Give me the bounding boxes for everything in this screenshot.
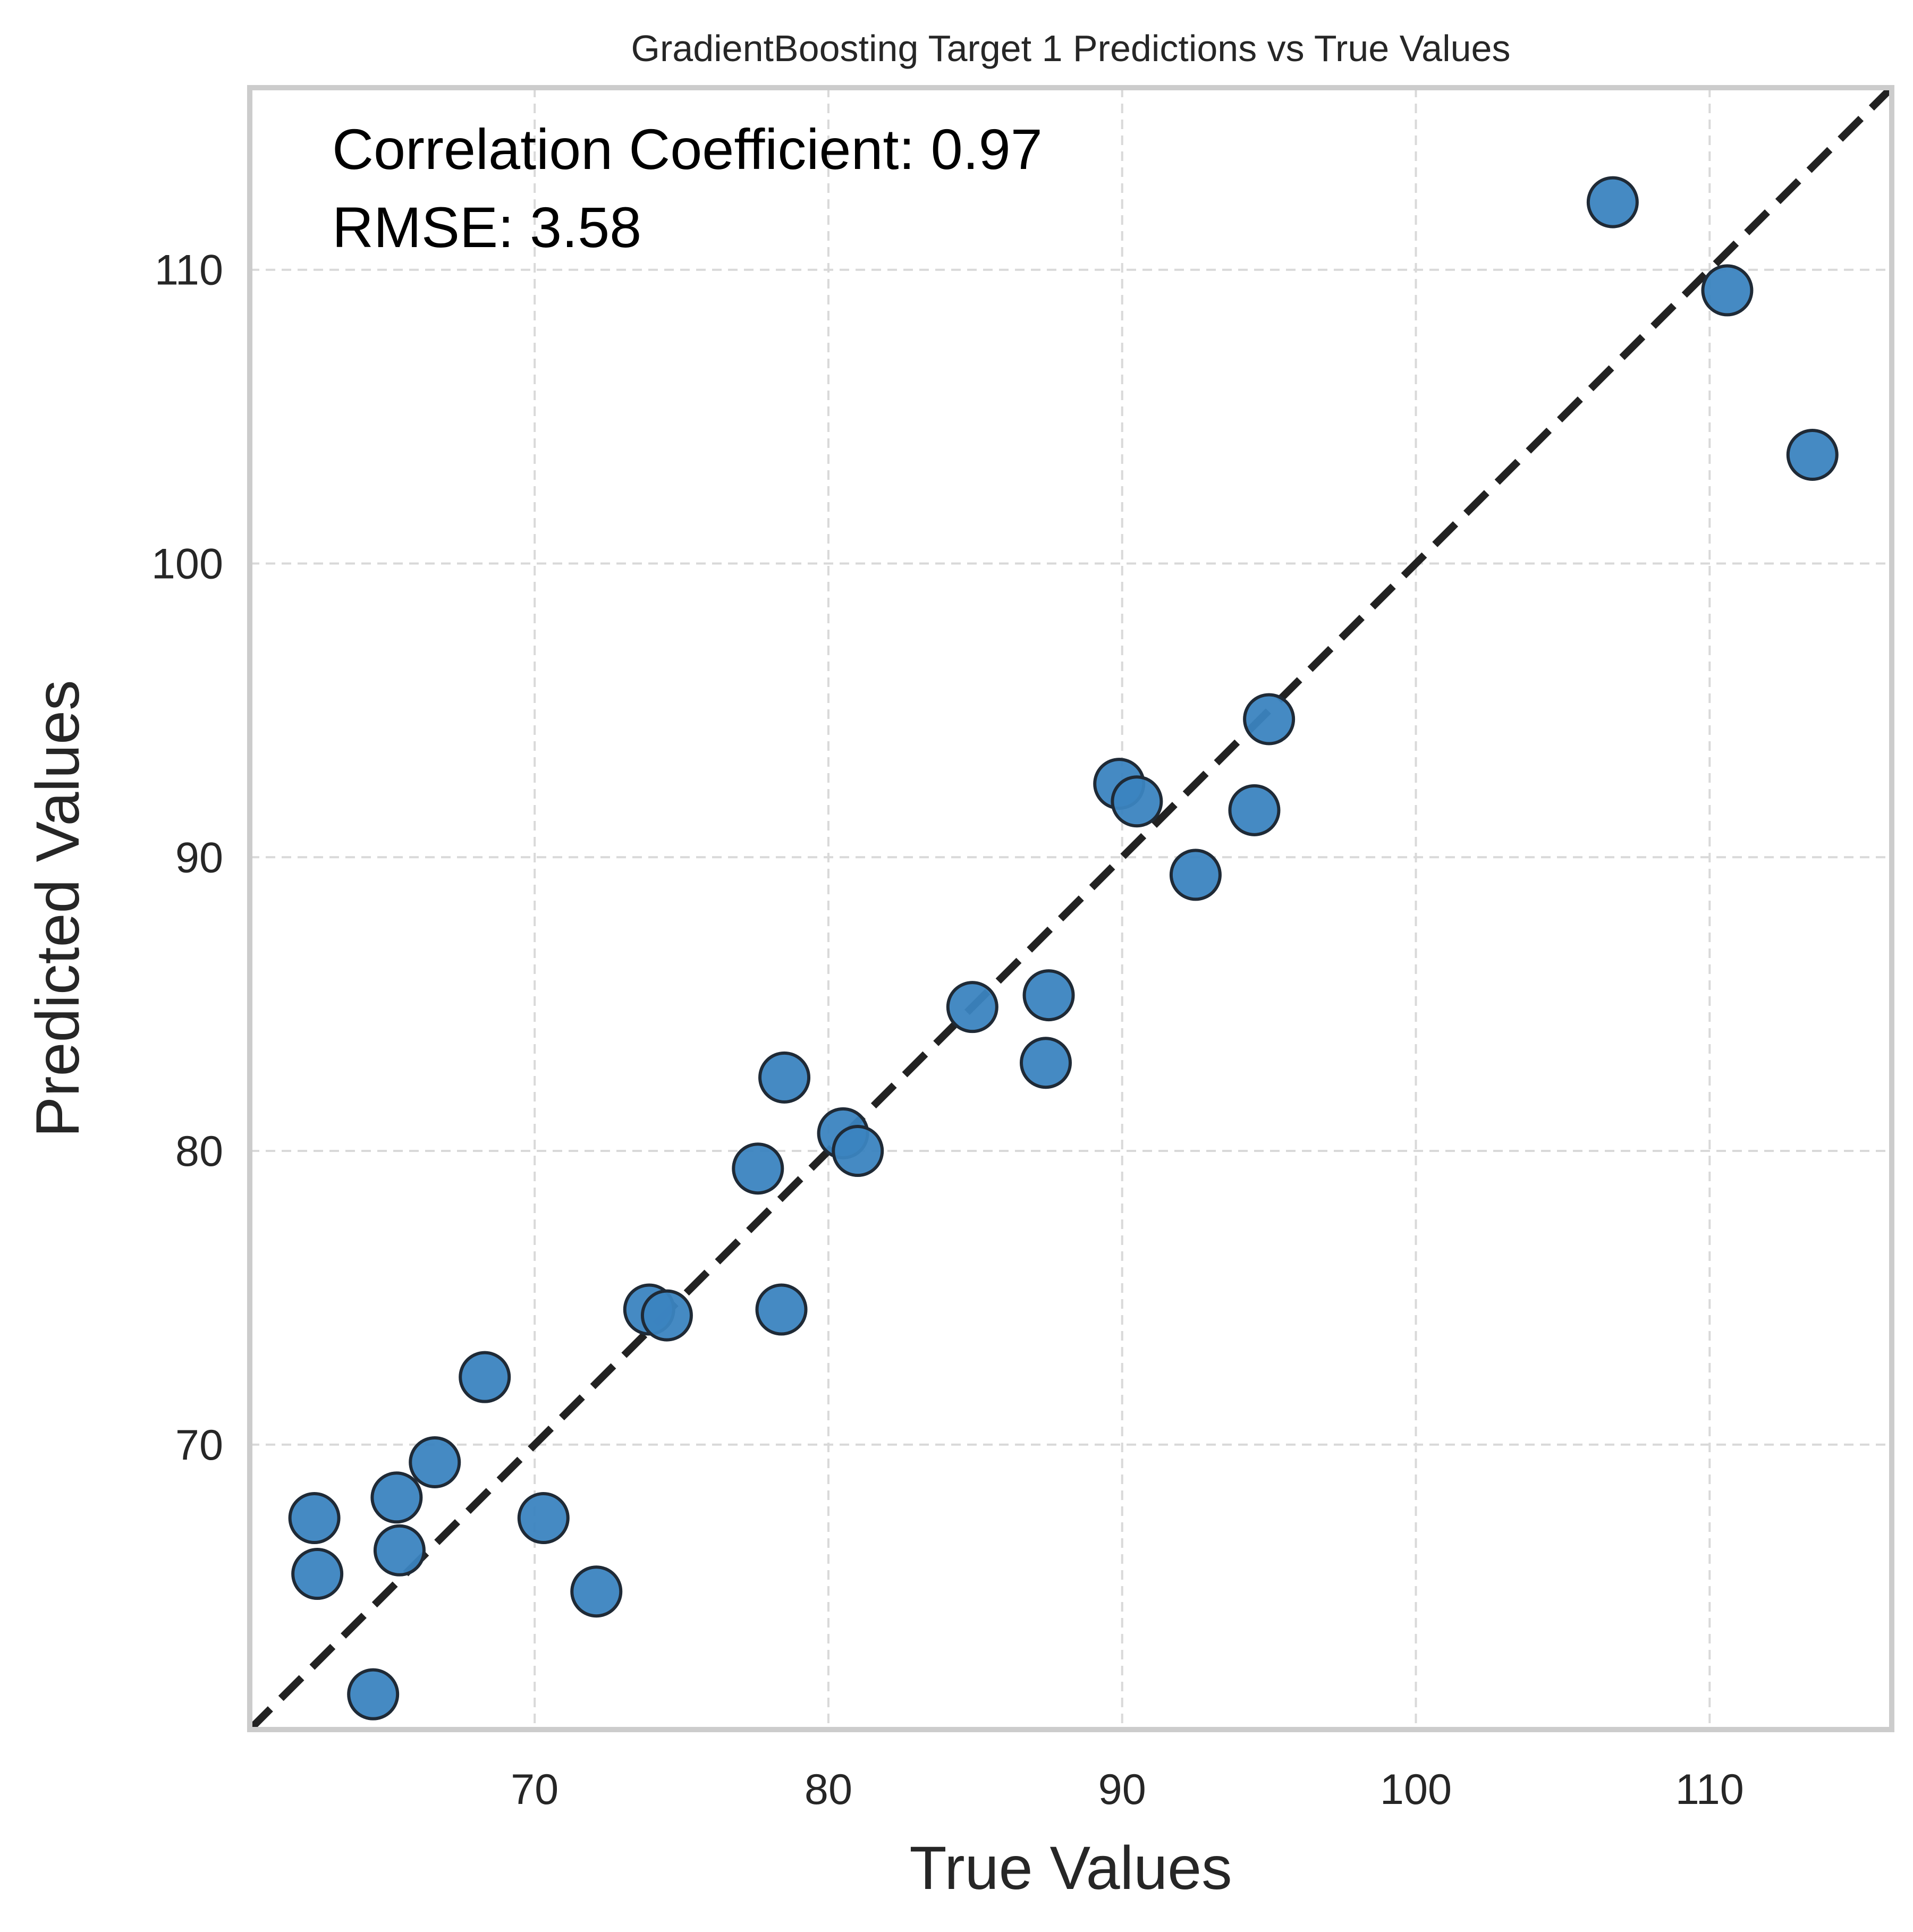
y-tick-label: 80 <box>175 1128 223 1175</box>
data-point <box>1169 849 1222 901</box>
y-tick-label: 90 <box>175 834 223 882</box>
data-point <box>1786 428 1839 481</box>
data-point <box>1228 784 1281 836</box>
data-point <box>1022 969 1075 1022</box>
data-point <box>832 1125 884 1177</box>
data-point <box>517 1492 570 1545</box>
data-point <box>370 1471 423 1524</box>
data-point <box>570 1565 623 1618</box>
y-tick-label: 110 <box>155 247 223 294</box>
reference-line-layer <box>247 85 1894 1732</box>
identity-reference-line <box>247 85 1894 1732</box>
x-tick-label: 100 <box>1380 1766 1452 1814</box>
data-point <box>373 1524 426 1577</box>
y-tick-label: 100 <box>151 540 223 588</box>
x-tick-label: 90 <box>1098 1766 1146 1814</box>
grid <box>250 88 1892 1730</box>
annotation-rmse: RMSE: 3.58 <box>332 195 641 259</box>
data-point <box>758 1051 811 1104</box>
x-tick-label: 110 <box>1675 1766 1744 1814</box>
data-point <box>288 1492 341 1545</box>
data-point <box>946 981 998 1033</box>
data-point <box>409 1436 461 1488</box>
data-point <box>732 1142 784 1195</box>
data-point <box>1020 1037 1072 1089</box>
data-points <box>288 176 1839 1721</box>
data-point <box>291 1548 344 1600</box>
data-point <box>640 1289 693 1342</box>
data-point <box>755 1283 808 1336</box>
data-point <box>1111 775 1163 828</box>
x-axis-label: True Values <box>909 1834 1232 1902</box>
data-point <box>347 1668 400 1721</box>
data-point <box>459 1351 511 1403</box>
x-tick-label: 80 <box>805 1766 852 1814</box>
annotation-correlation: Correlation Coefficient: 0.97 <box>332 117 1043 181</box>
tick-labels: 70 80 90 100 110 70 80 90 100 110 <box>151 247 1744 1814</box>
plot-frame <box>247 85 1894 1732</box>
data-point <box>1243 693 1296 745</box>
chart-title: GradientBoosting Target 1 Predictions vs… <box>631 28 1511 69</box>
y-tick-label: 70 <box>175 1421 223 1469</box>
x-tick-label: 70 <box>511 1766 558 1814</box>
data-point <box>1586 176 1639 228</box>
data-point <box>1701 264 1754 317</box>
y-axis-label: Predicted Values <box>24 680 92 1138</box>
